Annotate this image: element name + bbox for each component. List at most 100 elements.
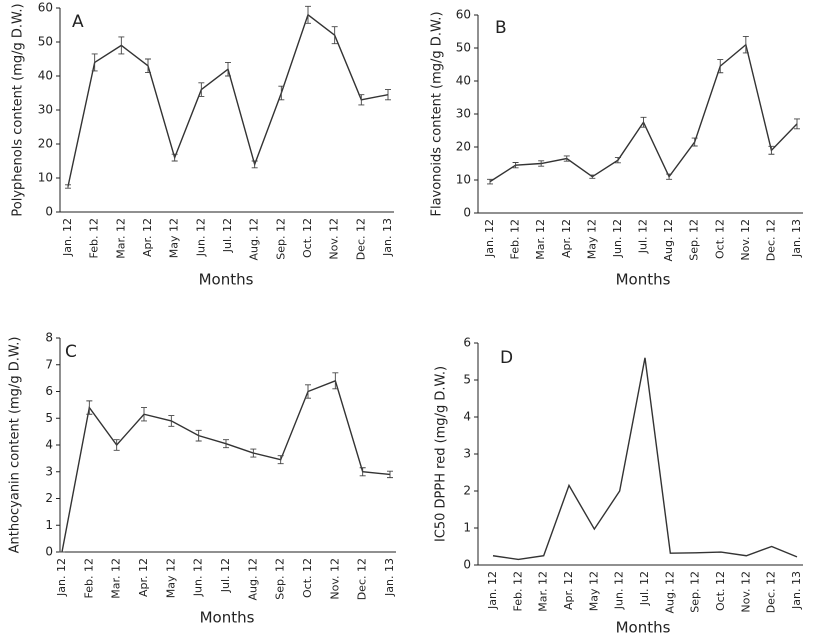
- y-tick-label: 7: [45, 357, 53, 371]
- x-tick-label: Sep. 12: [274, 218, 287, 260]
- x-tick-label: Aug. 12: [663, 571, 676, 613]
- y-tick-label: 8: [45, 331, 53, 345]
- x-axis-label: Months: [199, 271, 254, 289]
- y-tick-label: 50: [38, 35, 53, 49]
- x-tick-label: Apr. 12: [137, 558, 150, 597]
- y-tick-label: 2: [463, 484, 471, 498]
- x-tick-label: Dec. 12: [764, 219, 777, 261]
- x-tick-label: Feb. 12: [511, 571, 524, 611]
- y-axis-label: Polyphenols content (mg/g D.W.): [11, 3, 26, 216]
- x-axis-label: Months: [616, 619, 671, 637]
- y-tick-label: 6: [463, 336, 471, 350]
- y-tick-label: 3: [45, 464, 53, 478]
- error-bar: [305, 5, 311, 24]
- error-bar: [717, 59, 724, 74]
- data-line: [67, 13, 389, 187]
- error-bar: [387, 470, 393, 479]
- error-bar: [589, 174, 596, 179]
- error-bar: [145, 58, 151, 74]
- data-line: [61, 379, 391, 553]
- y-tick-label: 0: [45, 545, 53, 559]
- x-tick-label: Jan. 12: [483, 219, 496, 258]
- error-bar: [195, 429, 202, 442]
- y-axis-label: Anthocyanin content (mg/g D.W.): [8, 337, 23, 554]
- x-tick-label: Nov. 12: [739, 219, 752, 261]
- x-tick-label: Apr. 12: [141, 218, 154, 257]
- x-tick-label: Oct. 12: [301, 558, 314, 598]
- error-bar: [512, 162, 519, 169]
- x-tick-label: Jan. 13: [381, 218, 394, 257]
- x-tick-label: Jun. 12: [613, 571, 626, 610]
- error-bar: [742, 36, 749, 54]
- error-bar: [331, 26, 338, 45]
- error-bar: [277, 455, 284, 465]
- y-tick-label: 30: [38, 103, 53, 117]
- error-bar: [91, 53, 98, 72]
- y-tick-label: 10: [38, 171, 53, 185]
- error-bar: [113, 439, 120, 451]
- y-tick-label: 4: [45, 438, 53, 452]
- y-tick-label: 20: [456, 140, 471, 154]
- x-tick-label: Nov. 12: [739, 571, 752, 613]
- y-tick-label: 5: [463, 373, 471, 387]
- error-bar: [614, 157, 621, 164]
- x-tick-label: Nov. 12: [328, 218, 341, 260]
- y-tick-label: 1: [463, 521, 471, 535]
- x-tick-label: May 12: [585, 219, 598, 259]
- x-tick-label: Feb. 12: [88, 218, 101, 258]
- error-bar: [332, 372, 339, 390]
- x-axis-label: Months: [200, 609, 255, 627]
- x-tick-label: Jul. 12: [221, 218, 234, 253]
- x-tick-label: Mar. 12: [537, 571, 550, 612]
- y-tick-label: 1: [45, 518, 53, 532]
- y-tick-label: 5: [45, 411, 53, 425]
- x-tick-label: Jan. 12: [61, 218, 74, 257]
- y-tick-label: 4: [463, 410, 471, 424]
- x-tick-label: Oct. 12: [301, 218, 314, 258]
- x-tick-label: Jan. 12: [486, 571, 499, 610]
- error-bar: [640, 116, 647, 128]
- x-tick-label: Sep. 12: [274, 558, 287, 600]
- data-line: [492, 357, 798, 561]
- x-tick-label: Apr. 12: [560, 219, 573, 258]
- error-bar: [691, 137, 698, 147]
- x-tick-label: May 12: [168, 218, 181, 258]
- y-tick-label: 10: [456, 173, 471, 187]
- error-bar: [487, 178, 493, 185]
- x-tick-label: Nov. 12: [328, 558, 341, 600]
- x-tick-label: Jul. 12: [219, 558, 232, 593]
- x-tick-label: Jan. 13: [790, 571, 803, 610]
- y-tick-label: 0: [463, 206, 471, 220]
- error-bar: [141, 407, 147, 422]
- x-tick-label: May 12: [164, 558, 177, 598]
- y-tick-label: 2: [45, 491, 53, 505]
- x-tick-label: Jan. 12: [55, 558, 68, 597]
- error-bar: [223, 439, 229, 449]
- error-bar: [768, 145, 775, 155]
- error-bar: [250, 448, 257, 458]
- error-bar: [225, 61, 231, 77]
- error-bar: [358, 94, 365, 106]
- error-bar: [278, 85, 285, 101]
- x-tick-label: Mar. 12: [534, 219, 547, 260]
- error-bar: [65, 184, 71, 189]
- error-bar: [171, 153, 178, 162]
- y-tick-label: 0: [463, 558, 471, 572]
- x-tick-label: Dec. 12: [356, 558, 369, 600]
- y-tick-label: 60: [456, 8, 471, 22]
- error-bar: [118, 36, 125, 55]
- y-tick-label: 30: [456, 107, 471, 121]
- x-tick-label: Dec. 12: [354, 218, 367, 260]
- error-bar: [168, 415, 175, 427]
- y-tick-label: 3: [463, 447, 471, 461]
- panel-letter: C: [65, 342, 77, 362]
- x-tick-label: Aug. 12: [248, 218, 261, 260]
- error-bar: [86, 400, 93, 415]
- x-tick-label: Mar. 12: [114, 218, 127, 259]
- error-bar: [251, 160, 258, 169]
- error-bar: [198, 82, 205, 97]
- error-bar: [563, 155, 570, 162]
- x-tick-label: Feb. 12: [509, 219, 522, 259]
- x-tick-label: Jul. 12: [637, 219, 650, 254]
